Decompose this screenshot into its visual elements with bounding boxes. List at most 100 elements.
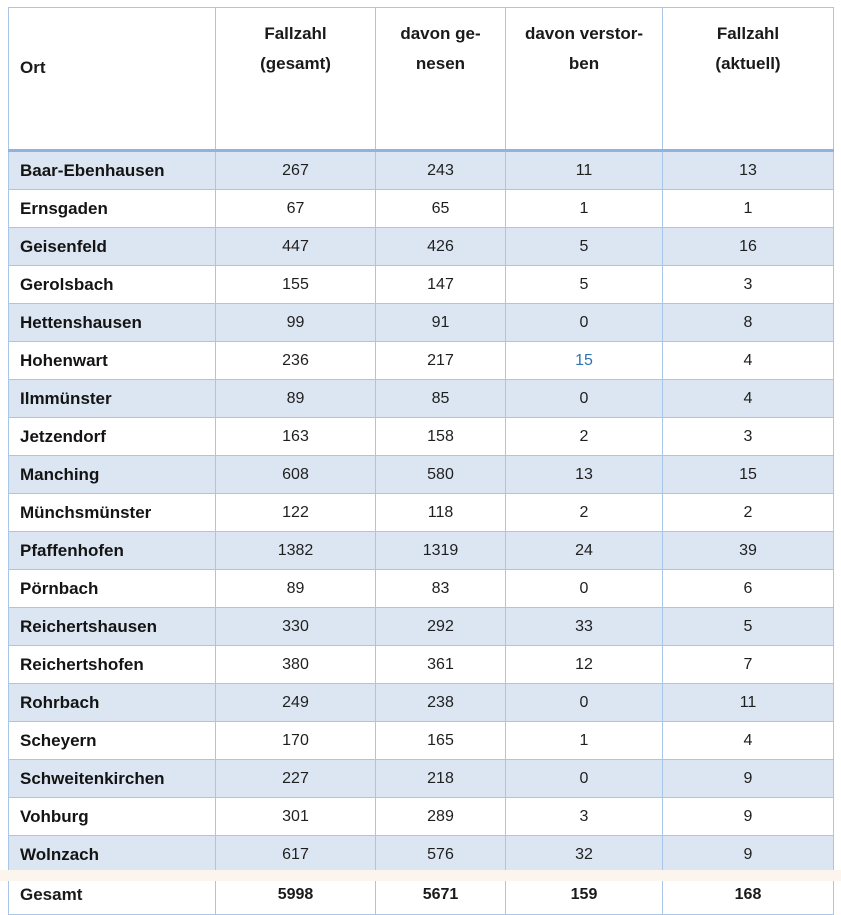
cell-fallzahl-aktuell: 4 — [662, 379, 834, 418]
cell-fallzahl-gesamt: 155 — [215, 265, 376, 304]
table-row: Rohrbach 249 238 0 11 — [8, 683, 834, 722]
cell-ort: Ilmmünster — [8, 379, 216, 418]
cell-ort: Schweitenkirchen — [8, 759, 216, 798]
column-header-davon-verstorben: davon verstor- ben — [505, 7, 663, 152]
cell-fallzahl-aktuell: 5 — [662, 607, 834, 646]
cell-fallzahl-aktuell: 11 — [662, 683, 834, 722]
cell-fallzahl-aktuell: 4 — [662, 721, 834, 760]
cell-fallzahl-gesamt: 330 — [215, 607, 376, 646]
header-line: Fallzahl — [716, 24, 780, 43]
header-line: nesen — [415, 54, 466, 73]
column-header-davon-genesen: davon ge- nesen — [375, 7, 506, 152]
cell-fallzahl-gesamt: 617 — [215, 835, 376, 875]
table-row: Hohenwart 236 217 15 4 — [8, 341, 834, 380]
table-row: Pfaffenhofen 1382 1319 24 39 — [8, 531, 834, 570]
cell-fallzahl-gesamt: 267 — [215, 150, 376, 190]
cell-fallzahl-gesamt: 447 — [215, 227, 376, 266]
header-line: davon verstor- — [524, 24, 644, 43]
covid-cases-table: Ort Fallzahl (gesamt) davon ge- nesen da… — [8, 7, 834, 915]
cell-davon-verstorben: 0 — [505, 303, 663, 342]
cell-davon-genesen: 289 — [375, 797, 506, 836]
cell-davon-verstorben: 0 — [505, 379, 663, 418]
cell-davon-genesen: 292 — [375, 607, 506, 646]
cell-davon-verstorben: 2 — [505, 417, 663, 456]
cell-fallzahl-aktuell: 3 — [662, 265, 834, 304]
cell-fallzahl-gesamt: 236 — [215, 341, 376, 380]
cell-fallzahl-gesamt: 249 — [215, 683, 376, 722]
cell-fallzahl-gesamt: 301 — [215, 797, 376, 836]
page-bottom-strip — [0, 870, 841, 881]
cell-fallzahl-aktuell: 39 — [662, 531, 834, 570]
cell-davon-genesen: 165 — [375, 721, 506, 760]
cell-davon-verstorben: 1 — [505, 721, 663, 760]
cell-davon-genesen: 1319 — [375, 531, 506, 570]
cell-fallzahl-gesamt: 67 — [215, 189, 376, 228]
table-row: Reichertshausen 330 292 33 5 — [8, 607, 834, 646]
header-line: davon ge- — [400, 24, 481, 43]
cell-ort: Reichertshofen — [8, 645, 216, 684]
cell-davon-verstorben: 12 — [505, 645, 663, 684]
cell-ort: Scheyern — [8, 721, 216, 760]
cell-davon-genesen: 91 — [375, 303, 506, 342]
cell-fallzahl-aktuell: 1 — [662, 189, 834, 228]
table-row: Gerolsbach 155 147 5 3 — [8, 265, 834, 304]
cell-davon-genesen: 65 — [375, 189, 506, 228]
cell-ort: Geisenfeld — [8, 227, 216, 266]
table-row: Pörnbach 89 83 0 6 — [8, 569, 834, 608]
cell-fallzahl-aktuell: 16 — [662, 227, 834, 266]
cell-davon-verstorben: 5 — [505, 227, 663, 266]
cell-fallzahl-gesamt: 227 — [215, 759, 376, 798]
cell-ort: Wolnzach — [8, 835, 216, 875]
cell-davon-verstorben: 24 — [505, 531, 663, 570]
cell-fallzahl-aktuell: 7 — [662, 645, 834, 684]
cell-davon-verstorben: 5 — [505, 265, 663, 304]
cell-ort: Münchsmünster — [8, 493, 216, 532]
cell-davon-genesen: 217 — [375, 341, 506, 380]
table-row: Reichertshofen 380 361 12 7 — [8, 645, 834, 684]
column-header-ort: Ort — [8, 7, 216, 152]
cell-fallzahl-gesamt: 89 — [215, 379, 376, 418]
cell-davon-verstorben: 1 — [505, 189, 663, 228]
cell-ort: Rohrbach — [8, 683, 216, 722]
cell-fallzahl-gesamt: 170 — [215, 721, 376, 760]
table-row: Ilmmünster 89 85 0 4 — [8, 379, 834, 418]
cell-fallzahl-gesamt: 1382 — [215, 531, 376, 570]
table-row: Münchsmünster 122 118 2 2 — [8, 493, 834, 532]
cell-ort: Reichertshausen — [8, 607, 216, 646]
cell-davon-verstorben: 13 — [505, 455, 663, 494]
cell-davon-genesen: 361 — [375, 645, 506, 684]
table-row: Jetzendorf 163 158 2 3 — [8, 417, 834, 456]
cell-ort: Hettenshausen — [8, 303, 216, 342]
header-line: ben — [568, 54, 600, 73]
cell-fallzahl-gesamt: 99 — [215, 303, 376, 342]
cell-davon-verstorben: 33 — [505, 607, 663, 646]
cell-fallzahl-aktuell: 9 — [662, 797, 834, 836]
table-row: Baar-Ebenhausen 267 243 11 13 — [8, 150, 834, 190]
header-row: Ort Fallzahl (gesamt) davon ge- nesen da… — [8, 7, 834, 152]
cell-fallzahl-aktuell: 13 — [662, 150, 834, 190]
cell-davon-verstorben: 3 — [505, 797, 663, 836]
cell-davon-verstorben: 32 — [505, 835, 663, 875]
cell-ort: Gerolsbach — [8, 265, 216, 304]
cell-davon-genesen: 83 — [375, 569, 506, 608]
cell-davon-genesen: 580 — [375, 455, 506, 494]
cell-fallzahl-aktuell: 6 — [662, 569, 834, 608]
header-line: (gesamt) — [260, 54, 331, 73]
cell-ort: Pfaffenhofen — [8, 531, 216, 570]
cell-davon-genesen: 85 — [375, 379, 506, 418]
cell-fallzahl-aktuell: 2 — [662, 493, 834, 532]
column-header-fallzahl-gesamt: Fallzahl (gesamt) — [215, 7, 376, 152]
cell-ort: Hohenwart — [8, 341, 216, 380]
cell-davon-genesen: 158 — [375, 417, 506, 456]
table-row: Hettenshausen 99 91 0 8 — [8, 303, 834, 342]
cell-davon-verstorben: 2 — [505, 493, 663, 532]
cell-davon-verstorben: 0 — [505, 759, 663, 798]
table-row: Geisenfeld 447 426 5 16 — [8, 227, 834, 266]
cell-davon-verstorben: 0 — [505, 569, 663, 608]
cell-davon-genesen: 426 — [375, 227, 506, 266]
cell-davon-genesen: 238 — [375, 683, 506, 722]
cell-ort: Manching — [8, 455, 216, 494]
header-line: (aktuell) — [715, 54, 781, 73]
table-row: Ernsgaden 67 65 1 1 — [8, 189, 834, 228]
cell-ort: Jetzendorf — [8, 417, 216, 456]
